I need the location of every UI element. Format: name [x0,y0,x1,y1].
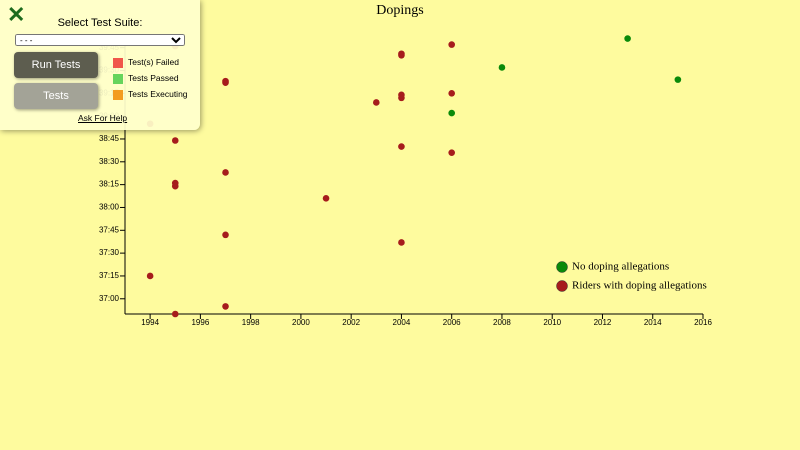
x-tick-label: 2002 [342,318,360,327]
y-tick-label: 38:00 [99,203,120,212]
y-tick-label: 37:30 [99,248,120,257]
legend-label: Test(s) Failed [128,57,180,67]
data-point [222,231,229,239]
y-tick-label: 37:00 [99,294,120,303]
data-point [674,76,682,83]
data-point [222,169,229,176]
data-point [448,90,455,97]
data-point [448,41,455,48]
suite-select[interactable]: - - - [15,34,185,46]
legend-item: Test(s) Failed [113,57,179,68]
y-tick-label: 37:15 [99,271,120,280]
data-point [398,50,405,58]
legend-label: Tests Passed [128,73,179,83]
legend-label: Riders with doping allegations [572,280,707,292]
data-point [448,149,455,156]
help-link[interactable]: Ask For Help [78,113,128,123]
legend-swatch [556,280,568,292]
data-point [171,137,179,144]
data-point [398,239,405,246]
x-tick-label: 2016 [694,318,712,327]
chart-title: Dopings [376,3,423,18]
x-tick-label: 2006 [443,318,461,327]
data-point [448,109,455,117]
legend-label: Tests Executing [128,89,188,99]
x-tick-label: 2008 [493,318,511,327]
data-point [624,35,631,42]
close-button[interactable]: ✕ [7,2,26,27]
x-tick-label: 2000 [292,318,310,327]
data-point [171,310,179,318]
legend-item: Tests Passed [113,73,179,84]
data-point [146,272,154,280]
legend-label: No doping allegations [572,261,669,273]
legend-swatch [556,261,568,273]
x-tick-label: 1994 [141,318,159,327]
x-tick-label: 2012 [594,318,612,327]
y-tick-label: 38:15 [99,180,120,189]
data-point [498,64,506,71]
data-point [398,91,405,99]
y-tick-label: 38:30 [99,157,120,166]
data-point [398,143,405,150]
x-tick-label: 1996 [191,318,209,327]
legend-item: Tests Executing [113,89,188,100]
data-point [171,182,179,190]
x-tick-label: 1998 [242,318,260,327]
run-tests-button[interactable]: Run Tests [14,52,98,78]
data-point [322,195,330,202]
data-point [222,303,229,310]
y-tick-label: 38:45 [99,134,120,143]
y-tick-label: 37:45 [99,225,120,234]
x-tick-label: 2010 [543,318,561,327]
tests-button[interactable]: Tests [14,83,98,109]
x-tick-label: 2014 [644,318,662,327]
data-point [222,77,229,85]
x-tick-label: 2004 [393,318,411,327]
data-point [373,99,380,106]
test-panel: ✕ Select Test Suite: - - - Run Tests Tes… [0,0,200,130]
panel-heading: Select Test Suite: [57,17,143,29]
